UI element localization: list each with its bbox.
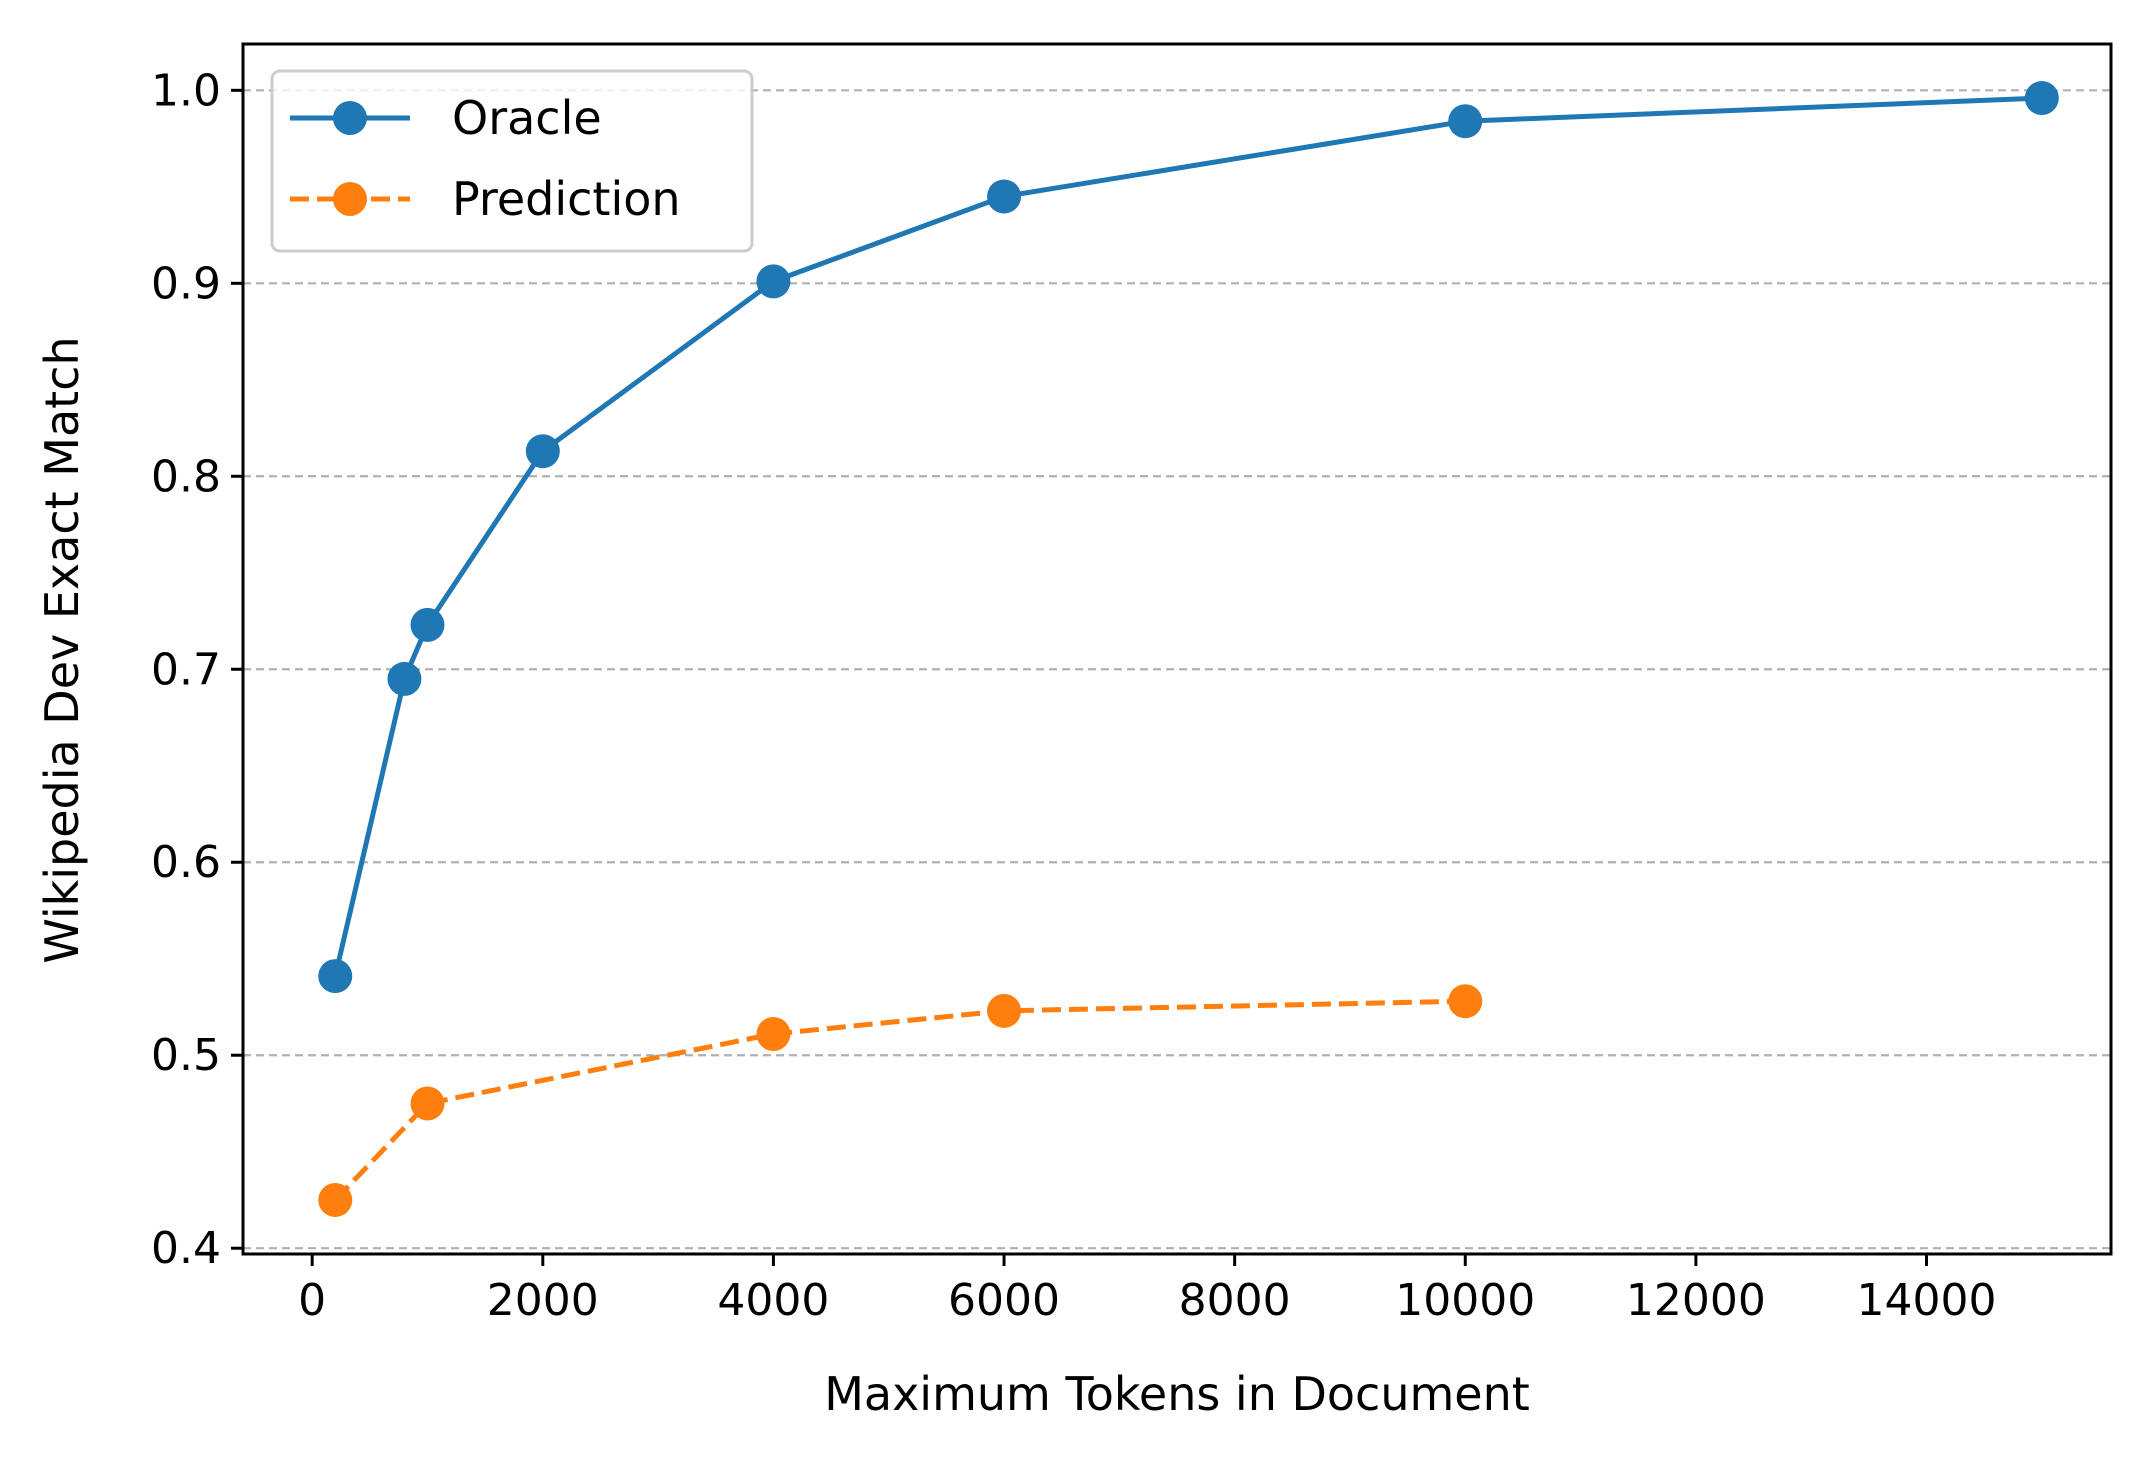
- series-prediction-line: [333, 998, 1466, 1202]
- plot-frame: [241, 42, 2113, 1256]
- x-axis-label: Maximum Tokens in Document: [824, 1367, 1530, 1421]
- x-tick-label: 0: [298, 1275, 326, 1326]
- legend: Oracle Prediction: [270, 69, 754, 253]
- y-tick-label: 0.9: [151, 258, 221, 309]
- legend-prediction-marker: [333, 182, 367, 216]
- series-oracle-point: [756, 264, 791, 299]
- x-tick-label: 4000: [717, 1275, 829, 1326]
- series-prediction-point: [410, 1086, 445, 1121]
- legend-oracle-marker: [333, 101, 367, 135]
- legend-oracle-label: Oracle: [452, 91, 602, 145]
- y-tick-label: 1.0: [151, 65, 221, 116]
- x-tick-label: 14000: [1857, 1275, 1997, 1326]
- series-prediction-point: [987, 993, 1022, 1028]
- y-tick-label: 0.6: [151, 837, 221, 888]
- x-tick-label: 8000: [1179, 1275, 1291, 1326]
- x-tick-label: 2000: [487, 1275, 599, 1326]
- series-oracle-point: [387, 661, 422, 696]
- series-oracle-point: [525, 434, 560, 469]
- legend-prediction-label: Prediction: [452, 172, 681, 226]
- x-axis: 0 2000 4000 6000 8000 10000 12000 14000: [298, 1254, 1996, 1326]
- y-axis: 0.4 0.5 0.6 0.7 0.8 0.9 1.0: [151, 65, 243, 1274]
- y-tick-label: 0.5: [151, 1030, 221, 1081]
- series-oracle-point: [410, 607, 445, 642]
- y-tick-label: 0.7: [151, 644, 221, 695]
- x-tick-label: 10000: [1395, 1275, 1535, 1326]
- series-prediction-point: [318, 1182, 353, 1217]
- series-oracle-point: [2024, 81, 2059, 116]
- y-tick-label: 0.8: [151, 451, 221, 502]
- series-oracle-point: [987, 179, 1022, 214]
- grid-lines: [243, 89, 2111, 1250]
- x-tick-label: 6000: [948, 1275, 1060, 1326]
- series-prediction-point: [756, 1017, 791, 1051]
- series-oracle-point: [318, 959, 353, 994]
- x-tick-label: 12000: [1626, 1275, 1766, 1326]
- series-prediction-point: [1448, 984, 1483, 1019]
- y-axis-label: Wikipedia Dev Exact Match: [35, 336, 89, 963]
- series-oracle-point: [1448, 104, 1483, 139]
- plot-series: [318, 81, 2059, 1217]
- y-tick-label: 0.4: [151, 1223, 221, 1274]
